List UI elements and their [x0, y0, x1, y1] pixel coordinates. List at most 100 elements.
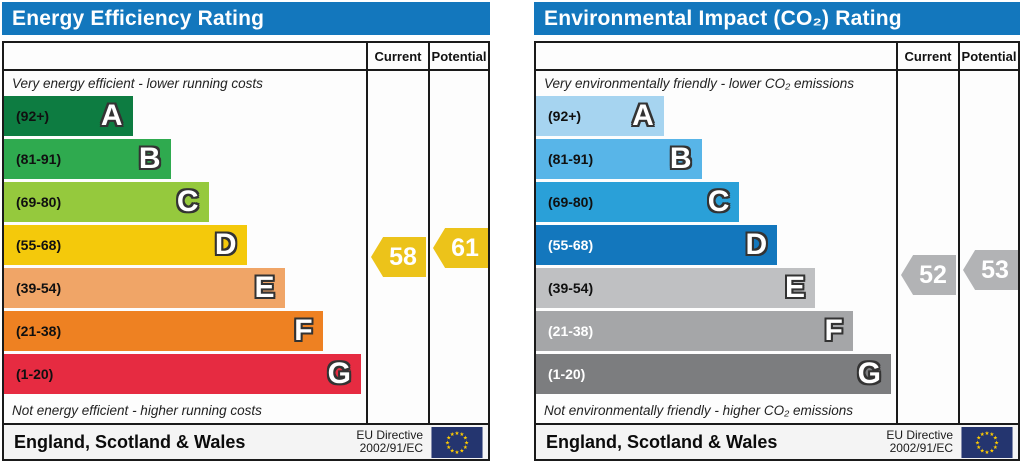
- band-c: (69-80) C: [536, 182, 740, 222]
- energy-current-column: 58: [366, 71, 428, 423]
- svg-text:★: ★: [976, 445, 981, 451]
- band-row: (21-38) F: [4, 311, 366, 354]
- band-a: (92+) A: [536, 96, 664, 136]
- band-row: (21-38) F: [536, 311, 896, 354]
- environmental-impact-panel: Environmental Impact (CO₂) Rating Curren…: [534, 2, 1020, 461]
- energy-column-headers: Current Potential: [4, 43, 488, 71]
- environmental-footer: England, Scotland & Wales EU Directive 2…: [536, 423, 1018, 459]
- environmental-panel-title: Environmental Impact (CO₂) Rating: [534, 2, 1020, 35]
- band-b: (81-91) B: [4, 139, 171, 179]
- svg-text:★: ★: [455, 449, 460, 455]
- environmental-band-chart: Very environmentally friendly - lower CO…: [536, 71, 896, 423]
- svg-text:★: ★: [976, 435, 981, 441]
- energy-chart-body: Very energy efficient - lower running co…: [4, 71, 488, 423]
- band-row: (69-80) C: [4, 182, 366, 225]
- eu-directive-line1: EU Directive: [356, 428, 423, 442]
- energy-band-chart: Very energy efficient - lower running co…: [4, 71, 366, 423]
- band-row: (81-91) B: [536, 139, 896, 182]
- energy-efficiency-panel: Energy Efficiency Rating Current Potenti…: [2, 2, 490, 461]
- eu-directive-line2: 2002/91/EC: [359, 441, 423, 455]
- svg-text:★: ★: [994, 440, 999, 446]
- environmental-chart-body: Very environmentally friendly - lower CO…: [536, 71, 1018, 423]
- eu-flag-icon: ★ ★ ★ ★ ★ ★ ★ ★ ★ ★ ★ ★: [961, 426, 1013, 458]
- svg-text:★: ★: [993, 445, 998, 451]
- potential-rating-arrow: 61: [433, 228, 488, 268]
- band-row: (55-68) D: [536, 225, 896, 268]
- band-row: (39-54) E: [536, 268, 896, 311]
- energy-rating-table: Current Potential Very energy efficient …: [2, 41, 490, 461]
- svg-text:★: ★: [446, 435, 451, 441]
- band-e-range: (39-54): [16, 280, 62, 296]
- band-f-range: (21-38): [16, 323, 62, 339]
- band-row: (55-68) D: [4, 225, 366, 268]
- band-a-range: (92+): [548, 108, 582, 124]
- band-row: (1-20) G: [536, 354, 896, 397]
- potential-column-header: Potential: [428, 43, 488, 69]
- current-column-header: Current: [896, 43, 958, 69]
- band-d-range: (55-68): [548, 237, 594, 253]
- region-label: England, Scotland & Wales: [14, 431, 246, 452]
- band-b-letter: B: [669, 142, 692, 175]
- band-f-letter: F: [294, 314, 313, 347]
- band-a-letter: A: [632, 99, 654, 132]
- energy-top-note: Very energy efficient - lower running co…: [12, 76, 263, 91]
- energy-panel-title: Energy Efficiency Rating: [2, 2, 490, 35]
- current-rating-arrow: 58: [371, 237, 426, 277]
- band-b-range: (81-91): [548, 151, 594, 167]
- band-row: (69-80) C: [536, 182, 896, 225]
- band-g-letter: G: [857, 357, 881, 390]
- svg-text:★: ★: [459, 448, 464, 454]
- potential-column-header: Potential: [958, 43, 1018, 69]
- svg-text:★: ★: [985, 430, 990, 436]
- current-column-header: Current: [366, 43, 428, 69]
- svg-text:★: ★: [464, 440, 469, 446]
- band-c-range: (69-80): [548, 194, 594, 210]
- band-c-letter: C: [707, 185, 730, 218]
- band-e-range: (39-54): [548, 280, 594, 296]
- eu-directive-line1: EU Directive: [886, 428, 953, 442]
- eu-directive-label: EU Directive 2002/91/EC: [886, 429, 953, 455]
- band-b-range: (81-91): [16, 151, 62, 167]
- environmental-bottom-note: Not environmentally friendly - higher CO…: [544, 402, 854, 418]
- band-g: (1-20) G: [4, 354, 361, 394]
- band-a: (92+) A: [4, 96, 133, 136]
- band-c-range: (69-80): [16, 194, 62, 210]
- band-d-letter: D: [745, 228, 768, 261]
- header-spacer: [4, 43, 366, 69]
- band-f: (21-38) F: [4, 311, 323, 351]
- svg-text:★: ★: [463, 435, 468, 441]
- svg-text:★: ★: [450, 448, 455, 454]
- band-g-letter: G: [327, 357, 351, 390]
- band-row: (92+) A: [4, 96, 366, 139]
- svg-text:★: ★: [989, 432, 994, 438]
- band-f-letter: F: [824, 314, 843, 347]
- environmental-column-headers: Current Potential: [536, 43, 1018, 71]
- header-spacer: [536, 43, 896, 69]
- environmental-top-note: Very environmentally friendly - lower CO…: [544, 76, 854, 91]
- environmental-rating-table: Current Potential Very environmentally f…: [534, 41, 1020, 461]
- svg-text:★: ★: [993, 435, 998, 441]
- band-d: (55-68) D: [536, 225, 778, 265]
- environmental-potential-column: 53: [958, 71, 1018, 423]
- band-row: (39-54) E: [4, 268, 366, 311]
- band-c: (69-80) C: [4, 182, 209, 222]
- band-row: (81-91) B: [4, 139, 366, 182]
- band-g-range: (1-20): [548, 366, 586, 382]
- svg-text:★: ★: [450, 432, 455, 438]
- eu-directive-label: EU Directive 2002/91/EC: [356, 429, 423, 455]
- energy-bottom-note: Not energy efficient - higher running co…: [12, 402, 262, 418]
- svg-text:★: ★: [980, 448, 985, 454]
- band-a-range: (92+): [16, 108, 50, 124]
- svg-text:★: ★: [445, 440, 450, 446]
- svg-text:★: ★: [463, 445, 468, 451]
- band-e-letter: E: [784, 271, 805, 304]
- eu-directive-line2: 2002/91/EC: [889, 441, 953, 455]
- band-e-letter: E: [254, 271, 275, 304]
- svg-text:★: ★: [985, 449, 990, 455]
- svg-text:★: ★: [455, 430, 460, 436]
- band-d-range: (55-68): [16, 237, 62, 253]
- band-f: (21-38) F: [536, 311, 853, 351]
- environmental-current-column: 52: [896, 71, 958, 423]
- band-g-range: (1-20): [16, 366, 54, 382]
